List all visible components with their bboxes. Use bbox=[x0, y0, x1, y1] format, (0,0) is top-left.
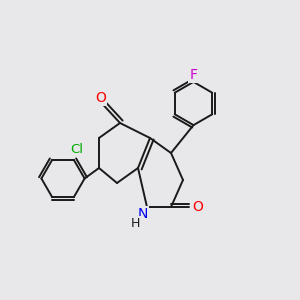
Text: N: N bbox=[137, 208, 148, 221]
Text: Cl: Cl bbox=[70, 143, 83, 156]
Text: O: O bbox=[95, 91, 106, 104]
Text: O: O bbox=[193, 200, 203, 214]
Text: H: H bbox=[130, 217, 140, 230]
Text: F: F bbox=[190, 68, 197, 82]
